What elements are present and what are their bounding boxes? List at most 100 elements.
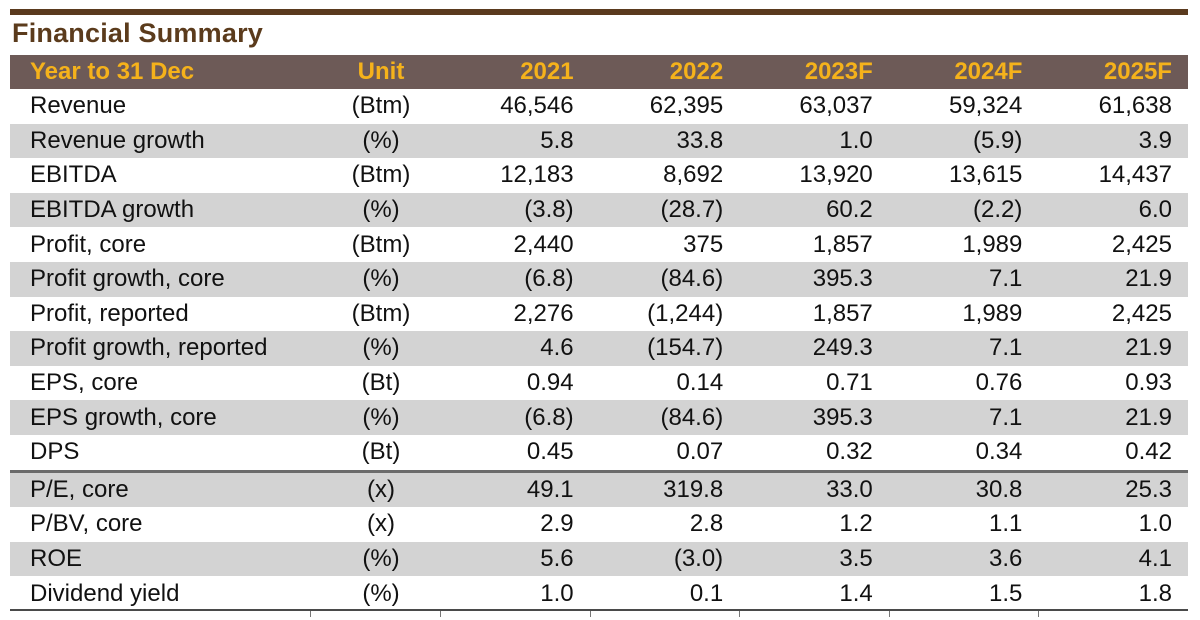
value-cell: 1,857 (812, 299, 873, 327)
row-label: P/BV, core (30, 510, 143, 538)
value-cell: 2.9 (540, 510, 574, 538)
value-cell: 5.6 (540, 545, 574, 573)
value-cell: 61,638 (1098, 92, 1172, 120)
value-cell: 7.1 (989, 403, 1023, 431)
row-label: EPS, core (30, 369, 139, 397)
row-label: EBITDA growth (30, 196, 195, 224)
value-cell: 1.4 (839, 579, 873, 607)
row-label: Revenue growth (30, 126, 205, 154)
value-cell: 1,857 (812, 230, 873, 258)
row-label: P/E, core (30, 475, 129, 503)
value-cell: 2.8 (689, 510, 724, 538)
header-2022: 2022 (669, 58, 724, 85)
row-unit: (x) (367, 475, 395, 503)
value-cell: 21.9 (1125, 334, 1172, 362)
value-cell: 3.9 (1138, 126, 1172, 154)
header-year: Year to 31 Dec (30, 58, 195, 85)
value-cell: (28.7) (660, 196, 724, 224)
value-cell: (6.8) (524, 403, 574, 431)
value-cell: 63,037 (799, 92, 873, 120)
page-title: Financial Summary (12, 18, 263, 48)
table-row: Revenue (Btm) 46,546 62,395 63,037 59,324 61,6… (10, 89, 1188, 124)
row-unit: (Bt) (361, 438, 401, 466)
value-cell: 319.8 (663, 475, 724, 503)
row-label: Revenue (30, 92, 127, 120)
value-cell: 3.6 (989, 545, 1023, 573)
header-2023f: 2023F (804, 58, 873, 85)
value-cell: 33.8 (676, 126, 724, 154)
value-cell: 1,989 (962, 299, 1023, 327)
column-tick (589, 611, 591, 617)
value-cell: 46,546 (500, 92, 574, 120)
table-row: EBITDA growth (%) (3.8) (28.7) 60.2 (2.2) 6.0 (10, 192, 1188, 228)
value-cell: 7.1 (989, 334, 1023, 362)
row-label: Profit, reported (30, 299, 189, 327)
value-cell: 30.8 (975, 475, 1023, 503)
value-cell: (84.6) (660, 403, 724, 431)
value-cell: (3.8) (524, 196, 574, 224)
value-cell: 8,692 (663, 161, 724, 189)
table-row: EPS, core (Bt) 0.94 0.14 0.71 0.76 0.93 (10, 365, 1188, 401)
value-cell: 5.8 (540, 126, 574, 154)
row-unit: (%) (362, 265, 400, 293)
value-cell: 62,395 (649, 92, 724, 120)
top-rule (10, 9, 1188, 15)
value-cell: (1,244) (647, 299, 724, 327)
row-unit: (Btm) (351, 230, 411, 258)
value-cell: 0.1 (689, 579, 724, 607)
row-label: Profit, core (30, 230, 147, 258)
value-cell: 0.94 (526, 369, 574, 397)
value-cell: 395.3 (812, 403, 873, 431)
table-row: P/BV, core (x) 2.9 2.8 1.2 1.1 1.0 (10, 507, 1188, 542)
row-unit: (%) (362, 126, 400, 154)
value-cell: 2,440 (513, 230, 574, 258)
bottom-rule (10, 609, 1188, 611)
row-unit: (%) (362, 579, 400, 607)
header-2021: 2021 (520, 58, 574, 85)
table-row: Profit, reported (Btm) 2,276 (1,244) 1,857 1,… (10, 296, 1188, 332)
row-unit: (Btm) (351, 299, 411, 327)
row-label: Dividend yield (30, 579, 180, 607)
table-body: Revenue (Btm) 46,546 62,395 63,037 59,324 61,6… (10, 89, 1188, 611)
value-cell: 0.34 (975, 438, 1023, 466)
value-cell: 7.1 (989, 265, 1023, 293)
value-cell: 249.3 (812, 334, 873, 362)
value-cell: 14,437 (1098, 161, 1172, 189)
value-cell: 2,276 (513, 299, 574, 327)
table-row: Profit, core (Btm) 2,440 375 1,857 1,989 2,425 (10, 227, 1188, 262)
value-cell: (154.7) (647, 334, 724, 362)
column-tick (739, 611, 741, 617)
table-row: Profit growth, reported (%) 4.6 (154.7) 249.… (10, 331, 1188, 366)
value-cell: 49.1 (526, 475, 574, 503)
header-unit: Unit (357, 58, 405, 85)
row-label: ROE (30, 545, 83, 573)
value-cell: 1,989 (962, 230, 1023, 258)
table-row: DPS (Bt) 0.45 0.07 0.32 0.34 0.42 (10, 434, 1188, 470)
value-cell: 1.0 (839, 126, 873, 154)
row-unit: (%) (362, 196, 400, 224)
value-cell: 0.14 (676, 369, 724, 397)
value-cell: 0.07 (676, 438, 724, 466)
column-tick (1038, 611, 1040, 617)
row-label: Profit growth, core (30, 265, 225, 293)
column-tick (888, 611, 890, 617)
value-cell: 60.2 (826, 196, 873, 224)
value-cell: 1.0 (1138, 510, 1172, 538)
value-cell: 59,324 (948, 92, 1023, 120)
value-cell: 2,425 (1111, 299, 1172, 327)
value-cell: 13,615 (948, 161, 1023, 189)
value-cell: (3.0) (673, 545, 724, 573)
row-label: DPS (30, 438, 80, 466)
value-cell: 33.0 (826, 475, 873, 503)
value-cell: 1.8 (1138, 579, 1172, 607)
row-unit: (x) (367, 510, 395, 538)
row-unit: (%) (362, 403, 400, 431)
header-2025f: 2025F (1103, 58, 1172, 85)
value-cell: 3.5 (839, 545, 873, 573)
column-tick (310, 611, 311, 617)
value-cell: 25.3 (1125, 475, 1172, 503)
table-row: EPS growth, core (%) (6.8) (84.6) 395.3 7.1 21… (10, 400, 1188, 435)
value-cell: (6.8) (524, 265, 574, 293)
value-cell: 1.0 (540, 579, 574, 607)
value-cell: 13,920 (799, 161, 873, 189)
